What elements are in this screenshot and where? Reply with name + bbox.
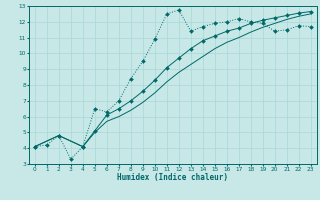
- X-axis label: Humidex (Indice chaleur): Humidex (Indice chaleur): [117, 173, 228, 182]
